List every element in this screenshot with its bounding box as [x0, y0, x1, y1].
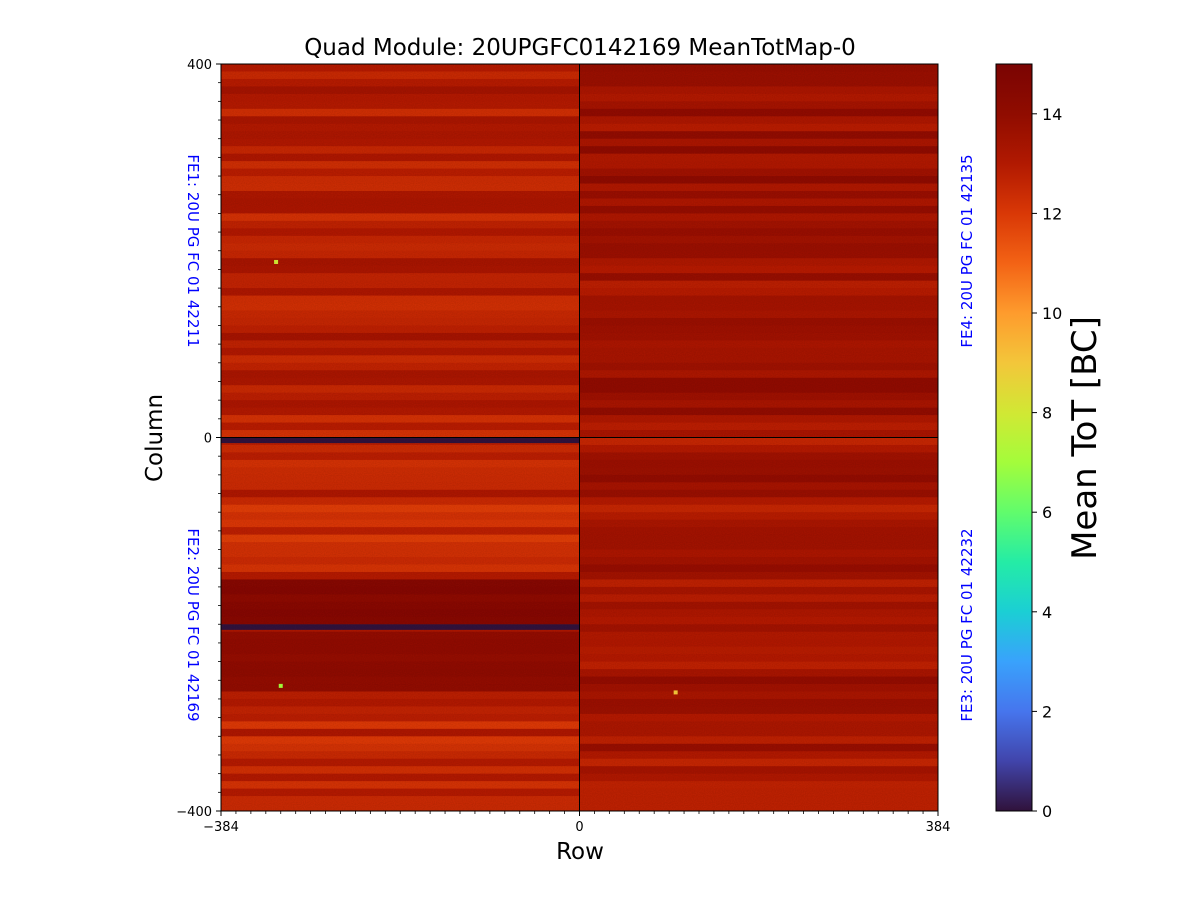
- y-tick-label: 400: [187, 58, 212, 73]
- colorbar-tick-label: 2: [1042, 702, 1052, 721]
- colorbar-tick-label: 14: [1042, 105, 1062, 124]
- colorbar-tick-label: 10: [1042, 304, 1062, 323]
- x-tick-label: 0: [575, 820, 583, 835]
- y-tick-label: −400: [176, 805, 212, 820]
- colorbar-tick-label: 0: [1042, 802, 1052, 821]
- colorbar-gradient: [995, 63, 1033, 812]
- x-axis-ticks: −384 0 384: [203, 811, 950, 835]
- y-axis-ticks: 400 0 −400: [176, 58, 221, 820]
- colorbar-label: Mean ToT [BC]: [1065, 316, 1105, 560]
- chip-label-fe4: FE4: 20U PG FC 01 42135: [958, 154, 976, 347]
- chip-label-fe1: FE1: 20U PG FC 01 42211: [184, 154, 202, 347]
- x-tick-label: −384: [203, 820, 239, 835]
- y-tick-label: 0: [204, 432, 212, 447]
- colorbar-ticks: 0 2 4 6 8 10 12 14: [1032, 105, 1062, 821]
- colorbar: 0 2 4 6 8 10 12 14 Mean ToT [BC]: [995, 63, 1105, 821]
- colorbar-tick-label: 6: [1042, 503, 1052, 522]
- colorbar-tick-label: 8: [1042, 404, 1052, 423]
- chart-title: Quad Module: 20UPGFC0142169 MeanTotMap-0: [304, 35, 856, 61]
- colorbar-tick-label: 4: [1042, 603, 1052, 622]
- chip-boundaries: [221, 64, 938, 811]
- heatmap-area: [220, 63, 939, 812]
- y-axis-minor-ticks: [218, 63, 939, 814]
- chip-label-fe3: FE3: 20U PG FC 01 42232: [958, 528, 976, 721]
- colorbar-tick-label: 12: [1042, 204, 1062, 223]
- chip-label-fe2: FE2: 20U PG FC 01 42169: [184, 528, 202, 721]
- x-axis-label: Row: [556, 839, 604, 865]
- x-tick-label: 384: [926, 820, 951, 835]
- y-axis-label: Column: [142, 394, 168, 482]
